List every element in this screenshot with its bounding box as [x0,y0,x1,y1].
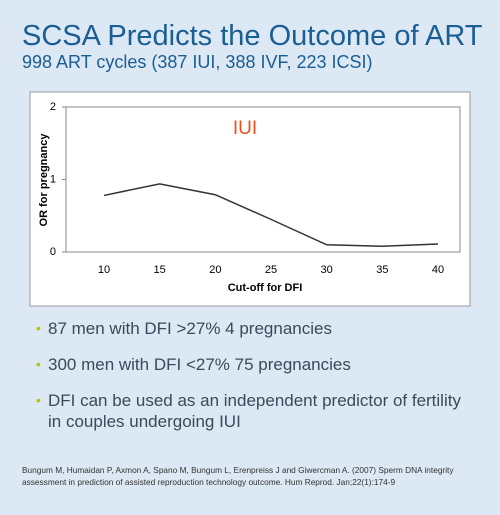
bullet-list: 87 men with DFI >27% 4 pregnancies 300 m… [36,318,478,447]
chart: IUI Cut-off for DFI OR for pregnancy 0 1 2… [29,91,471,307]
bullet: 300 men with DFI <27% 75 pregnancies [36,354,478,375]
bullet: 87 men with DFI >27% 4 pregnancies [36,318,478,339]
x-tick-label: 15 [154,264,166,276]
y-tick-label: 0 [50,246,56,258]
y-axis-label: OR for pregnancy [38,133,50,227]
x-tick-label: 30 [321,264,333,276]
y-tick-label: 2 [50,101,56,113]
slide-subtitle: 998 ART cycles (387 IUI, 388 IVF, 223 IC… [22,52,373,72]
x-tick-label: 40 [432,264,444,276]
x-tick-label: 35 [376,264,388,276]
x-tick-label: 20 [209,264,221,276]
x-tick-label: 25 [265,264,277,276]
x-tick-label: 10 [98,264,110,276]
annotation: IUI [233,118,257,139]
bullet: DFI can be used as an independent predic… [36,390,478,432]
chart-panel [29,91,471,307]
reference: Bungum M, Humaidan P, Axmon A, Spano M, … [22,465,454,487]
data-line [103,183,439,247]
x-axis-label: Cut-off for DFI [228,282,303,294]
slide-title: SCSA Predicts the Outcome of ART [22,20,483,52]
y-tick-label: 1 [50,173,56,185]
